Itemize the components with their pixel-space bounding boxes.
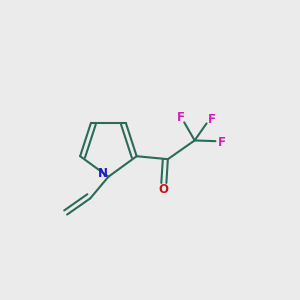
Text: F: F — [218, 136, 226, 149]
Text: F: F — [177, 111, 185, 124]
Text: N: N — [98, 167, 108, 180]
Text: O: O — [158, 183, 168, 196]
Text: F: F — [208, 113, 216, 126]
